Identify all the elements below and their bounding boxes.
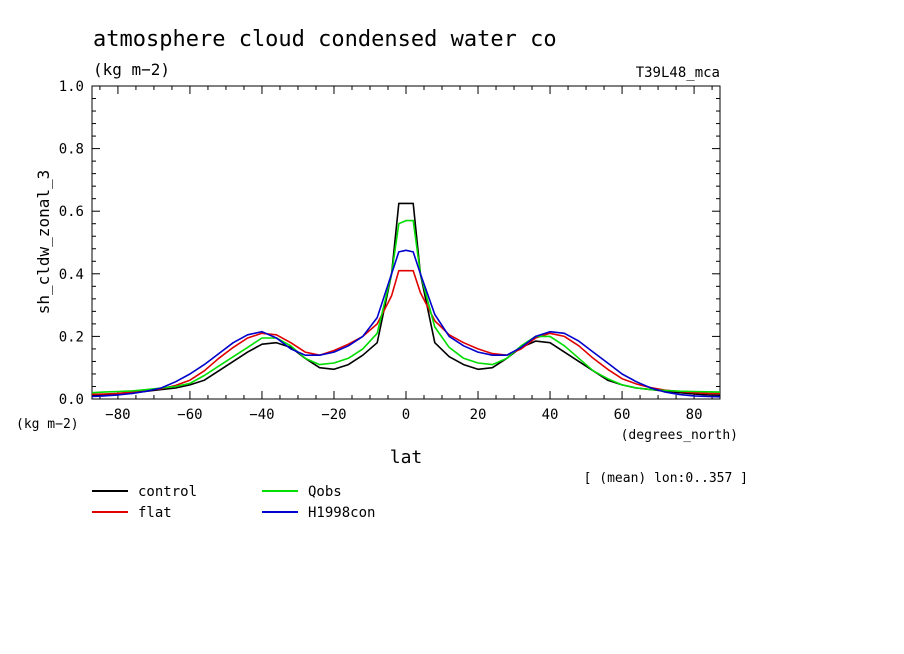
y-tick-label: 0.0 <box>59 392 84 408</box>
plot-frame <box>91 85 721 400</box>
x-tick-label: −80 <box>105 407 130 423</box>
mean-note: [ (mean) lon:0..357 ] <box>584 471 748 486</box>
x-axis-ticks: −80 −60 −40 −20 0 20 40 60 80 <box>99 86 713 423</box>
title-units: (kg m−2) <box>93 60 170 79</box>
series-line-control <box>91 202 721 396</box>
run-label: T39L48_mca <box>636 65 720 81</box>
series-line-flat <box>91 269 720 396</box>
x-tick-label: −40 <box>249 407 274 423</box>
legend-label-h1998con: H1998con <box>308 505 375 521</box>
x-tick-label: 0 <box>402 407 410 423</box>
series-line-qobs <box>91 219 721 394</box>
legend: control flat Qobs H1998con <box>92 484 375 521</box>
y-tick-label: 1.0 <box>59 79 84 95</box>
x-units-label: (degrees_north) <box>621 428 738 443</box>
x-tick-label: −20 <box>321 407 346 423</box>
legend-label-control: control <box>138 484 197 500</box>
y-tick-label: 0.2 <box>59 329 84 345</box>
y-tick-label: 0.6 <box>59 204 84 220</box>
y-units-label: (kg m−2) <box>16 417 79 432</box>
legend-label-flat: flat <box>138 505 172 521</box>
x-tick-label: 20 <box>470 407 487 423</box>
y-axis-ticks: 0.0 0.2 0.4 0.6 0.8 1.0 <box>59 79 720 408</box>
series-line-h1998con <box>91 249 721 398</box>
x-tick-label: 80 <box>686 407 703 423</box>
x-tick-label: 40 <box>542 407 559 423</box>
data-lines <box>91 202 721 398</box>
y-axis-label: sh_cldw_zonal_3 <box>34 170 53 315</box>
x-tick-label: 60 <box>614 407 631 423</box>
y-tick-label: 0.4 <box>59 267 84 283</box>
y-tick-label: 0.8 <box>59 142 84 158</box>
x-tick-label: −60 <box>177 407 202 423</box>
legend-label-qobs: Qobs <box>308 484 342 500</box>
chart-title: atmosphere cloud condensed water co <box>93 27 557 52</box>
x-axis-label: lat <box>390 447 423 468</box>
